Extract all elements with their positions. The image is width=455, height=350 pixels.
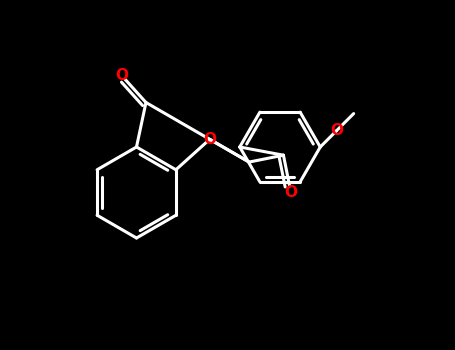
Text: O: O [203, 132, 216, 147]
Text: O: O [284, 185, 298, 200]
Text: O: O [115, 68, 128, 83]
Text: O: O [330, 124, 343, 138]
